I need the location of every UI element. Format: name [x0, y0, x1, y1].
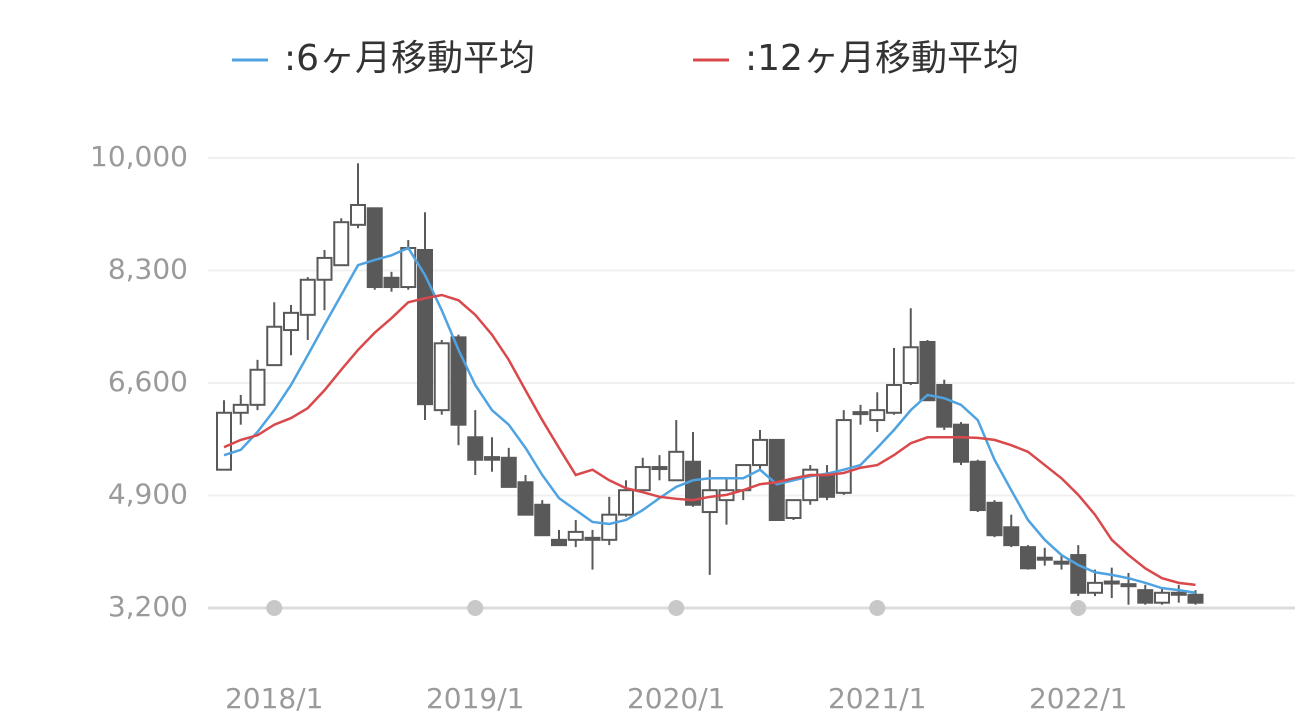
candle-body — [701, 489, 718, 514]
candle-body — [936, 383, 953, 428]
candle-body — [383, 276, 400, 289]
candle-body — [1103, 580, 1120, 585]
candle-body — [1137, 589, 1154, 604]
x-tick-dot — [1070, 600, 1087, 616]
candle-body — [500, 456, 517, 488]
candle-body — [852, 411, 869, 416]
candle-body — [484, 456, 500, 461]
candle-body — [316, 256, 333, 281]
candle-body — [634, 466, 651, 492]
x-tick-label: 2022/1 — [1029, 682, 1128, 715]
candle-body — [1003, 526, 1020, 547]
candle-body — [835, 419, 852, 494]
y-tick-label: 8,300 — [108, 253, 188, 286]
candle-body — [953, 423, 969, 463]
candle-body — [1020, 546, 1036, 570]
candle-body — [651, 466, 668, 471]
candle-body — [668, 450, 685, 482]
candle-body — [299, 278, 316, 316]
candle-body — [333, 221, 350, 267]
candle-body — [969, 460, 986, 512]
legend-label: :12ヶ月移動平均 — [745, 38, 1019, 79]
candle-body — [1120, 583, 1137, 588]
candle-body — [618, 489, 634, 516]
y-tick-label: 4,900 — [108, 478, 188, 511]
candle-body — [1036, 556, 1053, 561]
candle-body — [433, 342, 450, 412]
candle-body — [216, 411, 232, 471]
candle-body — [886, 383, 902, 414]
legend-label: :6ヶ月移動平均 — [284, 38, 535, 79]
candle-body — [467, 436, 484, 461]
x-tick-label: 2018/1 — [225, 682, 324, 715]
x-tick-label: 2019/1 — [426, 682, 525, 715]
candle-body — [601, 513, 618, 541]
x-tick-dot — [869, 600, 886, 616]
x-tick-dot — [266, 600, 283, 616]
candle-body — [350, 203, 366, 226]
candle-body — [534, 503, 551, 537]
candle-body — [584, 536, 601, 541]
candle-body — [417, 248, 433, 406]
candle-body — [902, 346, 919, 385]
candle-body — [266, 325, 283, 367]
candle-body — [249, 368, 266, 406]
candle-body — [819, 473, 835, 498]
x-tick-label: 2021/1 — [828, 682, 927, 715]
x-tick-label: 2020/1 — [627, 682, 726, 715]
ma-line — [223, 293, 1196, 587]
candle-body — [551, 538, 567, 547]
candle-body — [283, 311, 299, 332]
candle-body — [366, 207, 383, 289]
candle-body — [986, 501, 1003, 537]
candle-body — [785, 499, 802, 520]
candle-body — [1170, 591, 1187, 596]
x-tick-dot — [668, 600, 685, 616]
candle-body — [869, 409, 886, 422]
y-tick-label: 10,000 — [90, 140, 188, 173]
candle-body — [232, 403, 249, 414]
candle-body — [1154, 591, 1170, 604]
x-tick-dot — [467, 600, 484, 616]
candle-body — [1053, 560, 1070, 565]
candle-body — [752, 438, 768, 467]
candle-body — [517, 481, 534, 516]
y-tick-label: 3,200 — [108, 590, 188, 623]
candle-body — [567, 530, 584, 541]
candle-body — [1087, 581, 1103, 594]
ma-line — [223, 246, 1196, 595]
candle-body — [919, 340, 936, 402]
candle-body — [1187, 593, 1204, 604]
y-tick-label: 6,600 — [108, 365, 188, 398]
candle-body — [1070, 554, 1087, 594]
